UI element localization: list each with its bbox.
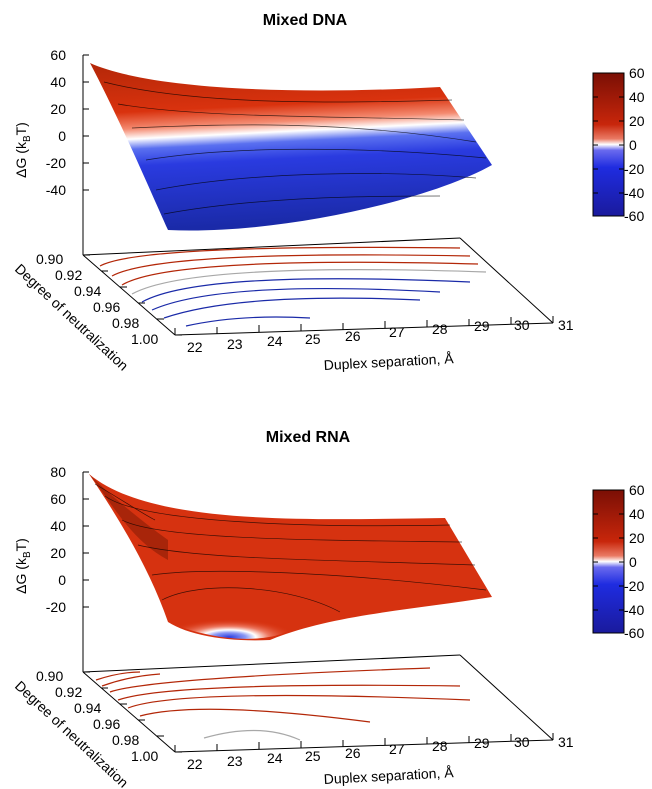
- z-tick-label: -40: [46, 182, 66, 198]
- colorbar: [592, 72, 625, 217]
- colorbar-label: 20: [629, 530, 645, 546]
- x-tick-label: 29: [474, 318, 490, 334]
- colorbar-ticks: [593, 72, 624, 217]
- colorbar-label: 40: [629, 506, 645, 522]
- z-tick-label: 0: [58, 572, 66, 588]
- base-plane: [82, 237, 554, 336]
- z-tick-label: -20: [46, 599, 66, 615]
- colorbar-label: -40: [624, 602, 644, 618]
- colorbar-label: 60: [629, 65, 645, 81]
- z-tick-label: 60: [50, 491, 66, 507]
- x-tick-label: 28: [432, 321, 448, 337]
- y-tick-label: 0.92: [55, 684, 82, 700]
- z-ticks: [83, 471, 89, 608]
- z-tick-label: 20: [50, 101, 66, 117]
- y-axis-ticks: [83, 254, 182, 336]
- surface: [90, 63, 492, 231]
- x-tick-label: 24: [267, 333, 283, 349]
- x-tick-label: 30: [514, 734, 530, 750]
- colorbar-label: 60: [629, 482, 645, 498]
- x-tick-label: 25: [305, 748, 321, 764]
- y-tick-label: 0.98: [112, 732, 139, 748]
- surface: [89, 474, 492, 641]
- colorbar-label: 0: [629, 137, 637, 153]
- colorbar-label: 40: [629, 89, 645, 105]
- colorbar-label: -20: [624, 161, 644, 177]
- base-plane: [82, 654, 554, 753]
- base-contours: [99, 246, 487, 327]
- z-tick-label: 0: [58, 128, 66, 144]
- x-tick-label: 29: [474, 735, 490, 751]
- x-tick-label: 26: [345, 328, 361, 344]
- colorbar-label: -60: [624, 625, 644, 641]
- x-tick-label: 27: [389, 324, 405, 340]
- y-tick-label: 0.94: [74, 283, 101, 299]
- x-tick-label: 31: [558, 734, 574, 750]
- y-tick-label: 0.92: [55, 267, 82, 283]
- chart-title: Mixed DNA: [263, 12, 348, 29]
- y-tick-label: 0.96: [93, 299, 120, 315]
- surface-contours: [103, 81, 487, 215]
- z-tick-label: 20: [50, 545, 66, 561]
- x-tick-label: 28: [432, 738, 448, 754]
- colorbar-label: 20: [629, 113, 645, 129]
- surface-contours: [94, 483, 487, 613]
- surface-shade: [89, 474, 168, 560]
- z-tick-label: -20: [46, 155, 66, 171]
- x-axis-ticks: [174, 733, 554, 752]
- x-tick-label: 22: [187, 339, 203, 355]
- x-tick-label: 27: [389, 741, 405, 757]
- x-axis-ticks: [174, 316, 554, 335]
- z-tick-label: 60: [50, 47, 66, 63]
- colorbar-label: -40: [624, 185, 644, 201]
- x-axis-label: Duplex separation, Å: [323, 350, 454, 373]
- surface-well: [168, 605, 290, 639]
- z-tick-label: 40: [50, 74, 66, 90]
- y-tick-label: 1.00: [131, 331, 158, 347]
- x-tick-label: 25: [305, 331, 321, 347]
- colorbar: [592, 489, 625, 634]
- x-tick-label: 24: [267, 750, 283, 766]
- y-tick-label: 0.98: [112, 315, 139, 331]
- colorbar-label: 0: [629, 554, 637, 570]
- z-axis-label: ΔG (kBT): [13, 122, 33, 178]
- y-tick-label: 0.90: [36, 668, 63, 684]
- x-axis-label: Duplex separation, Å: [323, 764, 454, 787]
- x-tick-label: 23: [227, 336, 243, 352]
- x-tick-label: 26: [345, 745, 361, 761]
- x-tick-label: 22: [187, 756, 203, 772]
- y-tick-label: 0.94: [74, 700, 101, 716]
- z-ticks: [83, 54, 89, 191]
- colorbar-label: -20: [624, 578, 644, 594]
- chart-title: Mixed RNA: [266, 429, 351, 446]
- z-tick-label: 80: [50, 464, 66, 480]
- y-tick-label: 0.90: [36, 251, 63, 267]
- panel-mixed-rna: Mixed RNA 80 60 40 20 0 -20 ΔG (kBT): [12, 429, 645, 789]
- y-tick-label: 1.00: [131, 748, 158, 764]
- z-tick-label: 40: [50, 518, 66, 534]
- x-tick-label: 23: [227, 753, 243, 769]
- x-tick-label: 31: [558, 317, 574, 333]
- y-tick-label: 0.96: [93, 716, 120, 732]
- panel-mixed-dna: Mixed DNA 60 40 20 0 -20 -40 ΔG (kBT): [12, 12, 645, 374]
- x-tick-label: 30: [514, 317, 530, 333]
- base-contours: [95, 667, 471, 741]
- z-axis-label: ΔG (kBT): [13, 538, 33, 594]
- colorbar-ticks: [593, 489, 624, 634]
- y-axis-ticks: [83, 671, 182, 753]
- colorbar-label: -60: [624, 208, 644, 224]
